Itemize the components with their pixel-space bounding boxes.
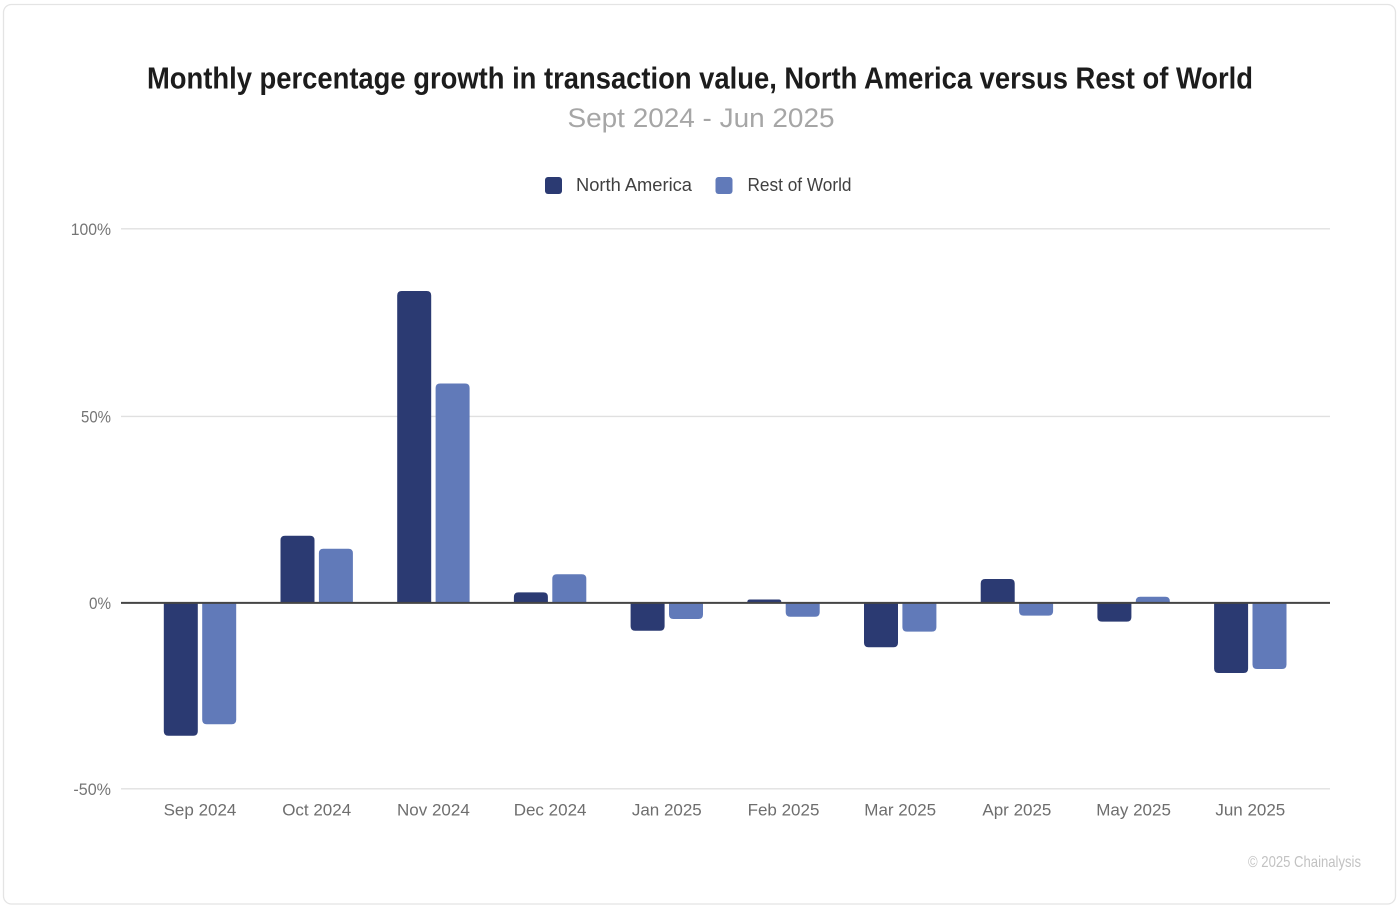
svg-text:Sept 2024 - Jun 2025: Sept 2024 - Jun 2025 [568, 103, 835, 133]
svg-text:Nov 2024: Nov 2024 [397, 801, 470, 820]
svg-text:50%: 50% [81, 407, 111, 426]
svg-text:© 2025 Chainalysis: © 2025 Chainalysis [1248, 854, 1361, 871]
svg-text:Rest of World: Rest of World [748, 175, 852, 195]
svg-text:North America: North America [576, 175, 693, 195]
svg-text:Mar 2025: Mar 2025 [864, 801, 936, 820]
svg-text:Jun 2025: Jun 2025 [1215, 801, 1285, 820]
svg-text:May 2025: May 2025 [1096, 801, 1171, 820]
svg-text:Jan 2025: Jan 2025 [632, 801, 702, 820]
svg-text:Oct 2024: Oct 2024 [282, 801, 351, 820]
svg-text:0%: 0% [89, 594, 111, 613]
svg-text:-50%: -50% [73, 780, 111, 799]
svg-text:100%: 100% [71, 220, 111, 239]
svg-text:Dec 2024: Dec 2024 [514, 801, 587, 820]
svg-text:Feb 2025: Feb 2025 [748, 801, 820, 820]
svg-text:Monthly percentage growth in t: Monthly percentage growth in transaction… [147, 61, 1253, 96]
svg-text:Apr 2025: Apr 2025 [982, 801, 1051, 820]
svg-text:Sep 2024: Sep 2024 [164, 801, 237, 820]
